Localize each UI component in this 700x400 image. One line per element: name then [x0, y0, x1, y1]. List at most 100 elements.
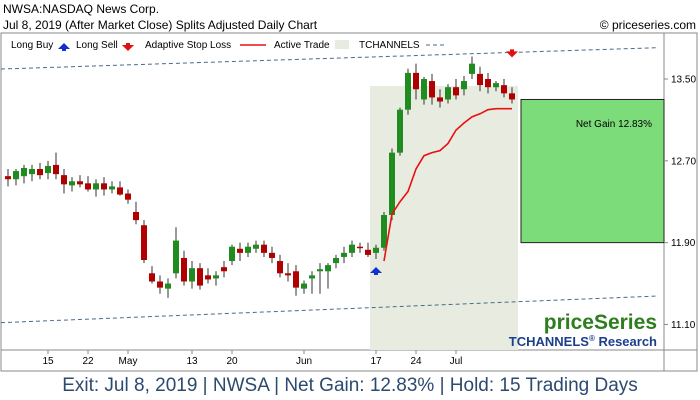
candle-body [205, 275, 211, 280]
legend-long-sell-label: Long Sell [76, 40, 118, 51]
y-tick-label: 13.50 [671, 75, 696, 86]
candle-body [45, 165, 51, 174]
legend-active-trade-swatch [335, 40, 349, 49]
long-buy-arrow-icon [370, 266, 382, 275]
candle-body [101, 183, 107, 190]
candle-body [189, 268, 195, 282]
x-tick-label: 22 [82, 356, 94, 367]
candle-body [93, 183, 99, 190]
symbol-title: NWSA:NASDAQ News Corp. [3, 2, 160, 16]
brand-registered-mark: ® [589, 334, 595, 343]
adaptive-stop-loss-line [383, 107, 512, 262]
candle-body [85, 183, 91, 190]
candle-body [125, 193, 131, 200]
candle-body [253, 244, 259, 249]
net-gain-box [520, 98, 665, 244]
candle-body [157, 281, 163, 288]
candle-body [493, 83, 499, 88]
candle-body [5, 176, 11, 180]
tchannel-lower-line [0, 295, 659, 324]
candle-body [445, 87, 451, 100]
candle-body [29, 169, 35, 175]
chart-subtitle: Jul 8, 2019 (After Market Close) Splits … [3, 18, 318, 32]
candle-body [341, 252, 347, 257]
candle-body [13, 171, 19, 180]
legend: Long Buy Long Sell Adaptive Stop Loss Ac… [11, 40, 446, 51]
candle-body [477, 73, 483, 86]
candle-body [501, 85, 507, 94]
candle-body [229, 246, 235, 262]
legend-active-trade-label: Active Trade [274, 40, 330, 51]
candle-body [333, 257, 339, 264]
legend-buy-arrow-icon [58, 43, 70, 51]
x-tick-label: May [119, 356, 138, 367]
candle-body [429, 81, 435, 98]
legend-long-buy-label: Long Buy [11, 40, 53, 51]
candle-body [373, 247, 379, 253]
candle-body [413, 72, 419, 90]
candle-body [365, 249, 371, 255]
candle-body [293, 271, 299, 288]
candle-body [357, 246, 363, 249]
candle-body [21, 167, 27, 177]
candle-body [469, 63, 475, 74]
candle-body [437, 97, 443, 102]
candle-body [285, 273, 291, 276]
x-tick-label: 20 [226, 356, 238, 367]
legend-sell-arrow-icon [122, 43, 134, 51]
candle-body [381, 215, 387, 248]
candle-body [69, 181, 75, 186]
candle-body [53, 164, 59, 175]
x-axis-ticks: 15 22 May 13 20 Jun 17 24 Jul [42, 350, 462, 367]
copyright-text: © priceseries.com [599, 18, 696, 32]
candle-body [141, 225, 147, 261]
candle-body [133, 211, 139, 221]
candle-body [245, 246, 251, 253]
legend-tchannels-label: TCHANNELS [359, 40, 420, 51]
candle-body [181, 257, 187, 282]
candle-body [61, 175, 67, 185]
y-axis-ticks: 13.50 12.70 11.90 11.10 [664, 75, 696, 331]
candle-body [149, 273, 155, 282]
candle-body [237, 248, 243, 253]
candle-body [389, 152, 395, 216]
x-tick-label: 15 [42, 356, 54, 367]
y-tick-label: 12.70 [671, 156, 696, 167]
candle-body [317, 269, 323, 272]
candle-body [109, 186, 115, 190]
candle-body [349, 244, 355, 253]
candle-body [173, 240, 179, 274]
candle-body [261, 244, 267, 253]
candle-body [37, 169, 43, 176]
candle-body [509, 93, 515, 100]
candle-body [421, 79, 427, 100]
candle-body [269, 252, 275, 258]
tchannel-upper-line [0, 47, 659, 70]
net-gain-label: Net Gain 12.83% [576, 119, 652, 130]
candle-body [405, 72, 411, 110]
long-sell-arrow-icon [506, 49, 518, 58]
candle-body [325, 265, 331, 272]
x-tick-label: 24 [410, 356, 422, 367]
candle-body [213, 275, 219, 279]
candle-body [301, 283, 307, 289]
candle-body [461, 81, 467, 90]
brand-logo: priceSeries [544, 311, 657, 334]
x-tick-label: Jun [296, 356, 312, 367]
candle-body [221, 267, 227, 272]
candle-body [309, 275, 315, 279]
x-tick-label: 17 [370, 356, 382, 367]
y-tick-label: 11.10 [671, 320, 696, 331]
footer-summary: Exit: Jul 8, 2019 | NWSA | Net Gain: 12.… [62, 375, 638, 396]
candle-body [453, 87, 459, 96]
candles-group [5, 56, 515, 298]
candle-body [117, 187, 123, 195]
y-tick-label: 11.90 [671, 238, 696, 249]
brand-research: TCHANNELS® Research [509, 334, 657, 349]
active-trade-band [370, 86, 518, 350]
legend-stop-loss-label: Adaptive Stop Loss [145, 40, 231, 51]
brand-research-name: TCHANNELS [509, 334, 589, 349]
x-tick-label: Jul [450, 356, 463, 367]
candle-body [165, 283, 171, 289]
